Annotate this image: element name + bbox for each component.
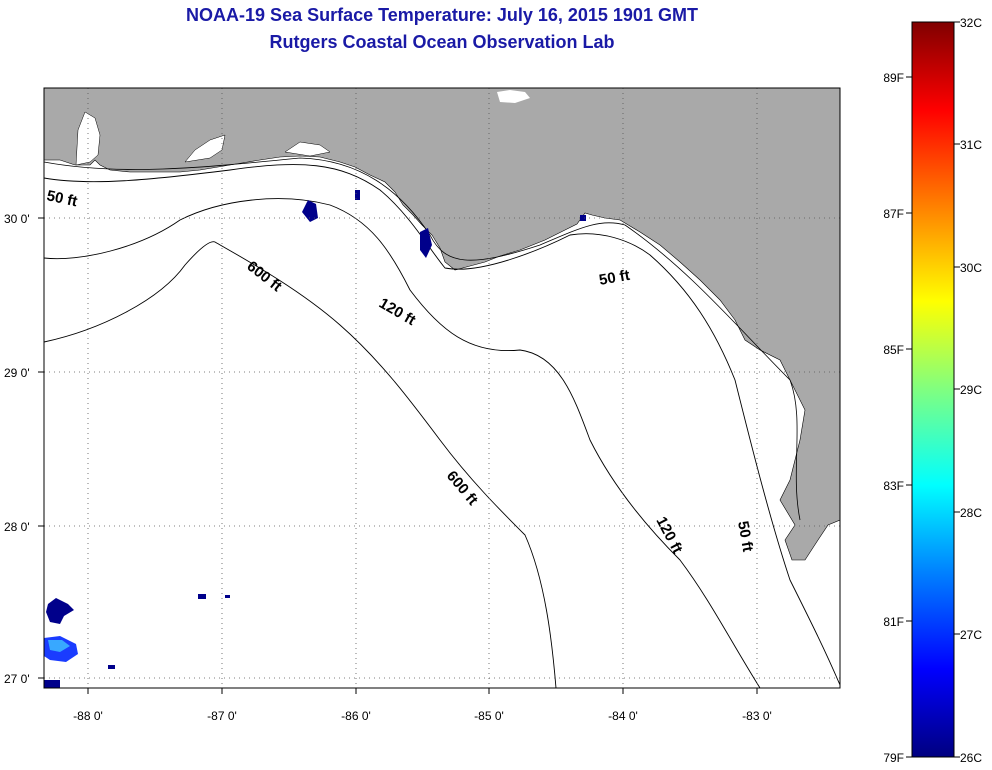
contour-120ft (44, 198, 761, 688)
inland-lake (497, 90, 530, 103)
lat-label-29: 29 0' (4, 366, 30, 380)
contour-label-50ft-south: 50 ft (734, 520, 756, 553)
colorbar-f-79: 79F (883, 751, 904, 765)
lon-label-86: -86 0' (341, 709, 371, 723)
coastline-detail (44, 157, 801, 521)
colorbar-f-83: 83F (883, 479, 904, 493)
choctaw-bay (284, 141, 331, 157)
colorbar-c-26: 26C (960, 751, 982, 765)
lon-label-85: -85 0' (474, 709, 504, 723)
colorbar (911, 21, 955, 758)
colorbar-c-28: 28C (960, 506, 982, 520)
map-subtitle: Rutgers Coastal Ocean Observation Lab (269, 32, 615, 52)
lat-label-30: 30 0' (4, 212, 30, 226)
colorbar-c-27: 27C (960, 628, 982, 642)
lat-label-28: 28 0' (4, 520, 30, 534)
colorbar-f-87: 87F (883, 207, 904, 221)
contour-600ft (44, 241, 557, 688)
contour-label-50ft-east: 50 ft (598, 267, 631, 289)
cold-patches (44, 190, 586, 688)
contour-50ft (44, 164, 840, 686)
map-frame (43, 87, 841, 689)
colorbar-c-32: 32C (960, 16, 982, 30)
lon-label-83: -83 0' (742, 709, 772, 723)
colorbar-f-81: 81F (883, 615, 904, 629)
lon-label-88: -88 0' (73, 709, 103, 723)
colorbar-c-31: 31C (960, 138, 982, 152)
lat-label-27: 27 0' (4, 672, 30, 686)
colorbar-f-85: 85F (883, 343, 904, 357)
map-grid (44, 88, 840, 688)
lon-label-87: -87 0' (207, 709, 237, 723)
colorbar-c-29: 29C (960, 383, 982, 397)
pensacola-bay (184, 134, 226, 163)
map-title: NOAA-19 Sea Surface Temperature: July 16… (186, 5, 698, 25)
colorbar-c-30: 30C (960, 261, 982, 275)
contour-label-50ft-west: 50 ft (45, 187, 79, 210)
lon-label-84: -84 0' (608, 709, 638, 723)
colorbar-f-89: 89F (883, 71, 904, 85)
